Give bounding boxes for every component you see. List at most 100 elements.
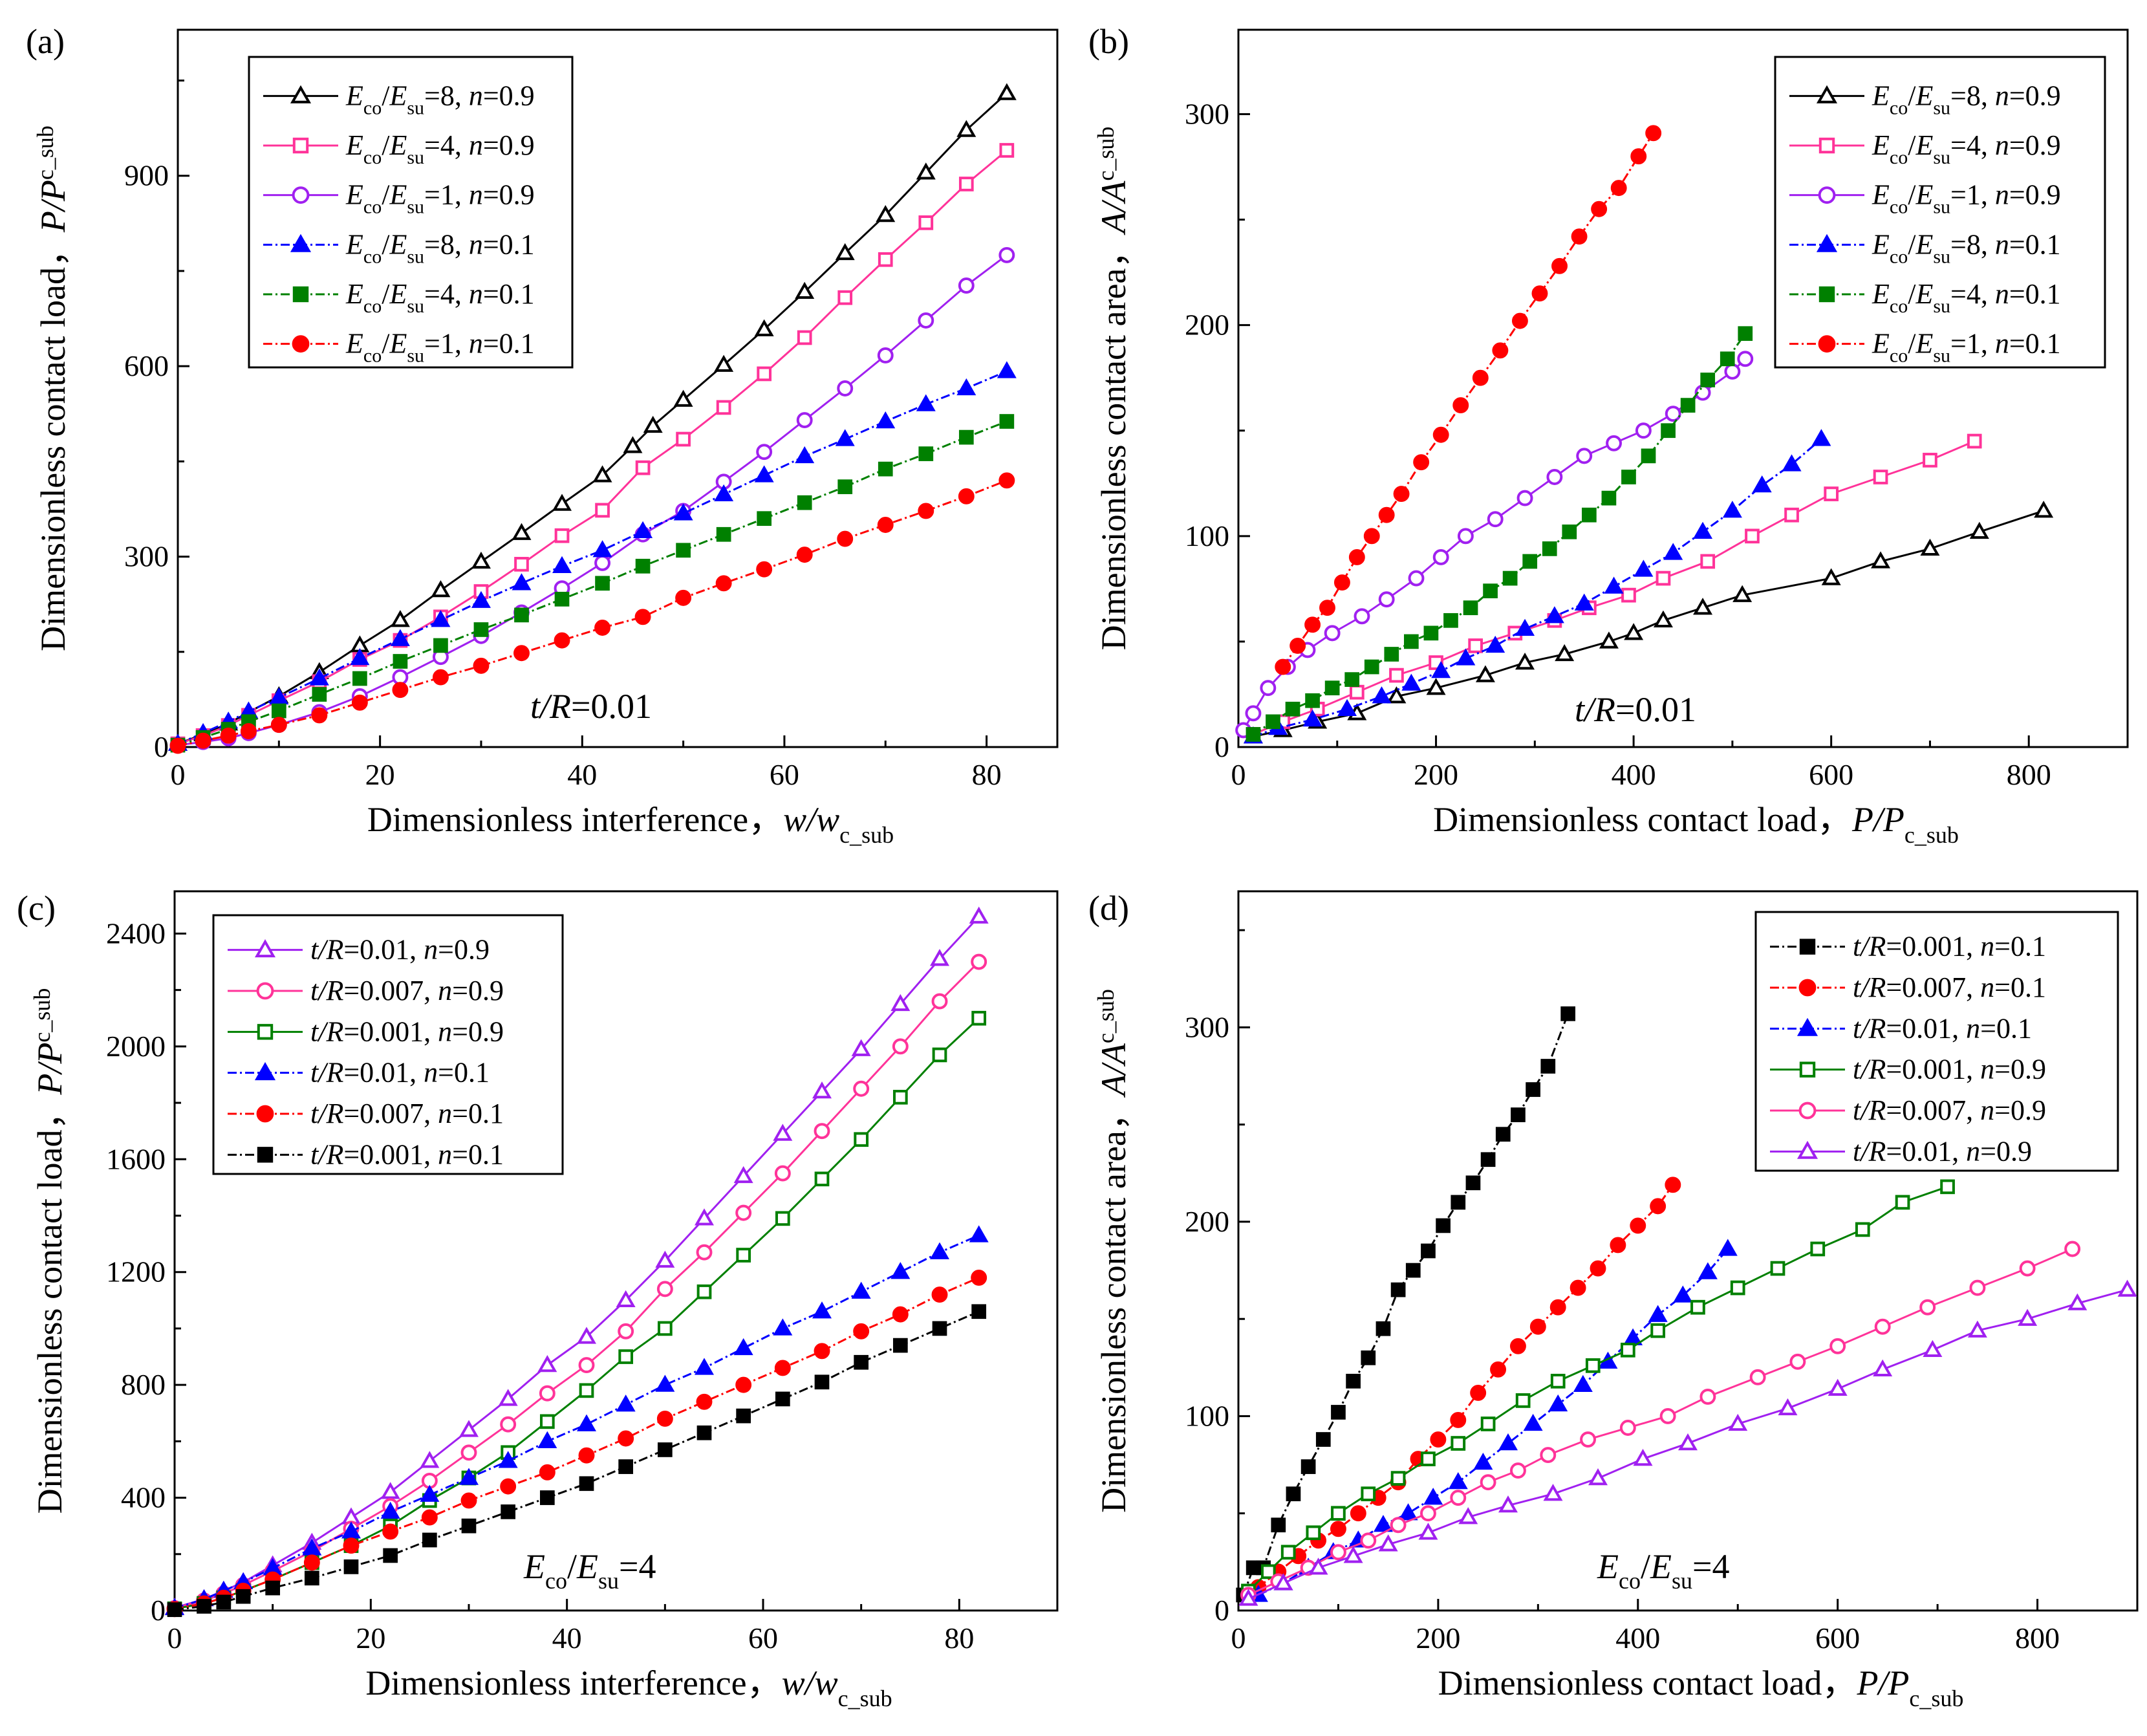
circle-marker: [1549, 1299, 1566, 1316]
triangle-marker: [1873, 1359, 1893, 1376]
triangle-marker: [302, 1538, 322, 1556]
triangle-marker: [714, 354, 734, 372]
x-tick-label: 0: [167, 1622, 182, 1655]
triangle-marker: [512, 523, 532, 540]
square-marker: [1620, 1342, 1635, 1358]
square-marker: [775, 1391, 790, 1407]
circle-marker: [715, 575, 732, 592]
triangle-marker: [592, 465, 612, 483]
circle-marker: [796, 547, 813, 563]
square-marker: [539, 1414, 555, 1429]
square-marker: [837, 290, 853, 305]
circle-marker: [1390, 1517, 1407, 1534]
circle-marker: [1350, 1505, 1366, 1522]
triangle-marker: [254, 939, 276, 958]
legend-entry: Eco/Esu=1, n=0.9: [1789, 179, 2061, 218]
triangle-marker: [695, 1358, 714, 1375]
triangle-marker: [1386, 686, 1407, 704]
triangle-marker: [1238, 1589, 1258, 1606]
triangle-marker: [552, 494, 572, 511]
triangle-marker: [537, 1355, 557, 1373]
legend-entry: Eco/Esu=1, n=0.1: [263, 328, 535, 367]
square-marker: [235, 1589, 251, 1604]
legend-entry: t/R=0.01, n=0.9: [1770, 1135, 2032, 1167]
circle-marker: [1789, 1353, 1806, 1370]
circle-marker: [756, 444, 773, 461]
circle-marker: [513, 645, 530, 662]
triangle-marker: [1555, 644, 1575, 662]
triangle-marker: [1515, 618, 1535, 636]
triangle-marker: [714, 484, 734, 502]
triangle-marker: [592, 540, 612, 558]
circle-marker: [578, 1447, 595, 1464]
triangle-marker: [1796, 1140, 1818, 1159]
square-marker: [257, 1147, 274, 1163]
y-tick-label: 2400: [106, 917, 166, 949]
square-marker: [854, 1132, 869, 1147]
square-marker: [595, 576, 610, 591]
circle-marker: [918, 312, 934, 329]
triangle-marker: [1373, 1515, 1393, 1532]
circle-marker: [256, 1105, 274, 1123]
square-marker: [1967, 433, 1982, 449]
square-marker: [775, 1211, 790, 1226]
triangle-marker: [1343, 1546, 1363, 1563]
triangle-marker: [431, 610, 451, 627]
legend-label: Eco/Esu=4, n=0.9: [1872, 129, 2061, 168]
circle-marker: [656, 1411, 673, 1427]
circle-marker: [892, 1306, 909, 1323]
circle-marker: [675, 589, 692, 606]
circle-marker: [2064, 1241, 2081, 1257]
triangle-marker: [1426, 678, 1446, 695]
square-marker: [1324, 680, 1340, 696]
square-marker: [1364, 659, 1379, 675]
square-marker: [1511, 1107, 1526, 1122]
legend-entry: t/R=0.001, n=0.9: [228, 1015, 504, 1047]
square-marker: [216, 1594, 232, 1610]
square-marker: [1540, 1059, 1556, 1074]
legend-entry: Eco/Esu=1, n=0.1: [1789, 328, 2061, 367]
legend-entry: Eco/Esu=4, n=0.9: [1789, 129, 2061, 168]
triangle-marker: [851, 1039, 871, 1056]
legend-entry: t/R=0.001, n=0.1: [228, 1138, 504, 1170]
circle-marker: [1432, 548, 1449, 565]
triangle-marker: [471, 591, 491, 608]
square-marker: [1376, 1321, 1391, 1336]
triangle-marker: [431, 580, 451, 598]
square-marker: [1799, 939, 1816, 955]
circle-marker: [1319, 600, 1335, 616]
triangle-marker: [1423, 1488, 1443, 1505]
legend-label: Eco/Esu=8, n=0.1: [1872, 228, 2061, 267]
square-marker: [1346, 1374, 1361, 1389]
triangle-marker: [1693, 598, 1713, 615]
circle-marker: [460, 1492, 477, 1509]
square-marker: [1451, 1436, 1466, 1451]
circle-marker: [931, 993, 948, 1010]
x-axis-label: Dimensionless contact load，P/Pc_sub: [1433, 800, 1959, 848]
triangle-marker: [1574, 593, 1594, 611]
triangle-marker: [1398, 1503, 1418, 1521]
triangle-marker: [380, 1501, 400, 1519]
data-series: [1275, 125, 1662, 675]
triangle-marker: [1722, 501, 1742, 518]
triangle-marker: [812, 1081, 832, 1099]
legend: t/R=0.001, n=0.1 t/R=0.007, n=0.1 t/R=0.01…: [1754, 911, 2119, 1172]
circle-marker: [270, 717, 287, 733]
panel-annotation: Eco/Esu=4: [1597, 1547, 1729, 1594]
square-marker: [265, 1580, 281, 1596]
circle-marker: [1360, 1532, 1377, 1549]
square-marker: [1690, 1299, 1705, 1315]
legend-entry: Eco/Esu=8, n=0.9: [263, 80, 535, 118]
square-marker: [1661, 423, 1676, 439]
legend-label: t/R=0.007, n=0.1: [310, 1098, 504, 1129]
square-marker: [167, 1602, 182, 1618]
square-marker: [1940, 1179, 1955, 1195]
panel-label: (b): [1088, 22, 1129, 61]
circle-marker: [303, 1554, 320, 1571]
triangle-marker: [1515, 652, 1535, 670]
triangle-marker: [997, 83, 1017, 100]
square-marker: [1266, 714, 1280, 730]
triangle-marker: [1752, 475, 1772, 493]
legend-label: t/R=0.007, n=0.9: [310, 975, 504, 1006]
